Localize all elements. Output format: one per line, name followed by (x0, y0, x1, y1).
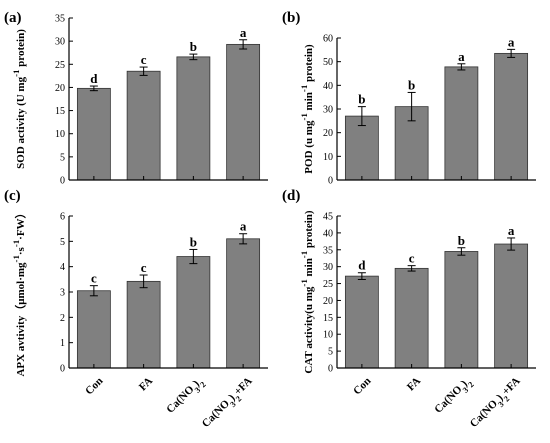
y-tick-label: 0 (60, 364, 65, 375)
y-tick-label: 2 (60, 313, 65, 324)
bar-2 (444, 251, 479, 369)
x-tick-label-2: Ca(NO3)2 (164, 375, 207, 418)
y-tick-label: 45 (323, 212, 333, 223)
y-tick-label: 15 (55, 106, 65, 117)
bar-3 (226, 43, 261, 181)
x-tick-label-0: Con (351, 375, 373, 397)
y-tick-label: 35 (55, 14, 65, 25)
y-axis-label: APX avtivity（μmol·mg-1·s-1·FW） (11, 207, 27, 376)
y-axis-label: CAT activity(u mg-1 min-1 protein) (299, 210, 315, 374)
y-axis-label: POD (u mg-1 min-1 protein) (299, 44, 315, 174)
x-tick-label-3: Ca(NO3)2+FA (468, 375, 525, 432)
chart-panel-b: (b) b b a a 0 10 20 30 40 50 60 POD (u mg-1 min-1 pr… (282, 10, 536, 187)
panel-label: (b) (282, 10, 300, 26)
y-tick-label: 10 (323, 152, 333, 163)
y-tick-label: 25 (55, 60, 65, 71)
significance-letter-1: b (408, 77, 415, 92)
significance-letter-1: c (141, 260, 147, 275)
panel-label: (c) (4, 188, 21, 204)
bar-0 (76, 87, 111, 181)
y-tick-label: 35 (323, 245, 333, 256)
y-tick-label: 40 (323, 228, 333, 239)
significance-letter-3: a (508, 34, 515, 49)
panel-label: (a) (4, 10, 22, 26)
y-tick-label: 3 (60, 288, 65, 299)
bar-1 (394, 267, 429, 369)
significance-letter-2: b (190, 234, 197, 249)
chart-panel-a: (a) d c b a 0 5 10 15 20 25 30 35 SOD activity (U mg-… (4, 10, 268, 187)
y-tick-label: 50 (323, 57, 333, 68)
y-tick-label: 6 (60, 212, 65, 223)
x-tick-label-0: Con (83, 375, 105, 397)
panel-label: (d) (282, 188, 300, 204)
y-tick-label: 1 (60, 338, 65, 349)
chart-panel-d: (d) d c b a 0 5 10 15 20 25 30 35 40 45 Con FA Ca(NO3)2Ca… (282, 188, 536, 432)
chart-panel-c: (c) c c b a 0 1 2 3 4 5 6 Con FA Ca(NO3)2Ca(NO3)2+FA AP… (4, 188, 268, 432)
y-tick-label: 10 (55, 129, 65, 140)
bar-2 (176, 256, 211, 369)
y-tick-label: 5 (328, 347, 333, 358)
significance-letter-0: d (90, 71, 98, 86)
y-tick-label: 10 (323, 330, 333, 341)
y-tick-label: 60 (323, 34, 333, 45)
significance-letter-2: b (458, 233, 465, 248)
y-tick-label: 25 (323, 279, 333, 290)
y-tick-label: 0 (328, 176, 333, 187)
bar-1 (126, 280, 161, 369)
bar-2 (176, 56, 211, 181)
bar-3 (494, 52, 529, 181)
y-tick-label: 5 (60, 152, 65, 163)
significance-letter-0: b (358, 92, 365, 107)
bar-2 (444, 66, 479, 181)
bar-0 (76, 290, 111, 369)
bar-1 (126, 70, 161, 181)
y-tick-label: 20 (55, 83, 65, 94)
x-tick-label-1: FA (405, 375, 423, 393)
y-tick-label: 5 (60, 237, 65, 248)
significance-letter-2: a (458, 49, 465, 64)
y-tick-label: 4 (60, 262, 65, 273)
x-tick-label-3: Ca(NO3)2+FA (200, 375, 257, 432)
bar-0 (344, 275, 379, 369)
significance-letter-2: b (190, 39, 197, 54)
significance-letter-1: c (141, 52, 147, 67)
y-tick-label: 15 (323, 313, 333, 324)
y-tick-label: 30 (323, 262, 333, 273)
significance-letter-3: a (508, 223, 515, 238)
y-tick-label: 0 (328, 364, 333, 375)
bar-3 (226, 238, 261, 369)
y-tick-label: 0 (60, 176, 65, 187)
significance-letter-3: a (240, 219, 247, 234)
y-tick-label: 40 (323, 81, 333, 92)
y-tick-label: 30 (323, 105, 333, 116)
y-tick-label: 20 (323, 296, 333, 307)
y-axis-label: SOD activity (U mg-1 protein) (11, 29, 27, 169)
significance-letter-0: d (358, 258, 366, 273)
significance-letter-1: c (409, 251, 415, 266)
significance-letter-3: a (240, 25, 247, 40)
y-tick-label: 30 (55, 37, 65, 48)
y-tick-label: 20 (323, 128, 333, 139)
significance-letter-0: c (91, 271, 97, 286)
bar-3 (494, 243, 529, 369)
x-tick-label-2: Ca(NO3)2 (432, 375, 475, 418)
x-tick-label-1: FA (137, 375, 155, 393)
